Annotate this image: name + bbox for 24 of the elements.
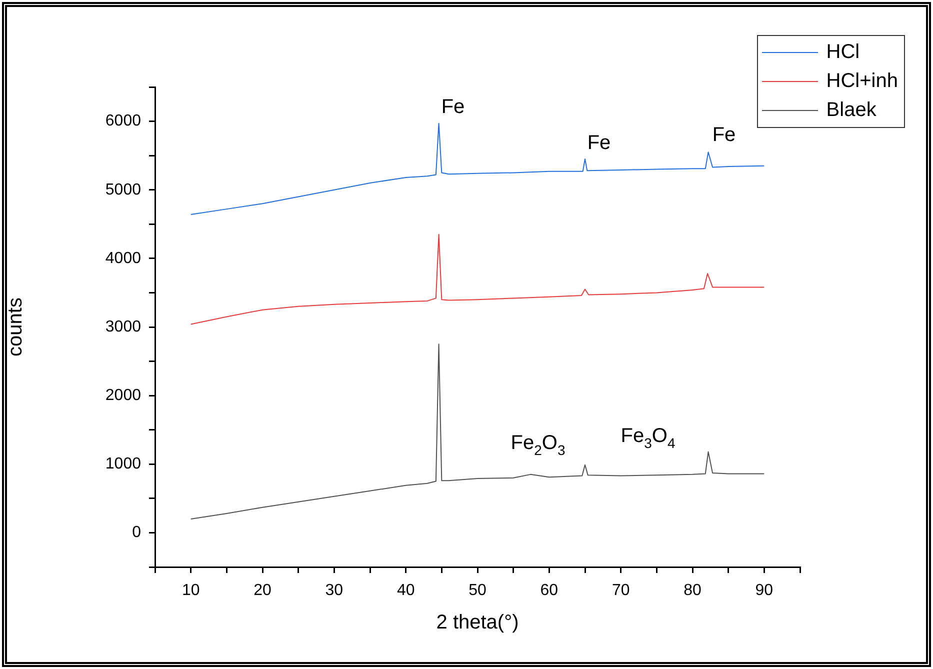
- legend-label: HCl+inh: [826, 69, 898, 94]
- x-tick-label: 90: [755, 582, 774, 600]
- y-tick-label: 3000: [105, 318, 142, 336]
- annotation: Fe: [587, 132, 611, 154]
- y-tick-label: 0: [132, 524, 142, 542]
- annotation: Fe: [441, 96, 465, 118]
- y-tick-label: 2000: [105, 386, 142, 404]
- x-tick-label: 30: [325, 582, 344, 600]
- annotation: Fe: [712, 124, 736, 146]
- legend-label: HCl: [826, 40, 860, 65]
- x-tick-label: 40: [396, 582, 415, 600]
- y-tick-label: 5000: [105, 181, 142, 198]
- y-tick-label: 4000: [105, 250, 142, 267]
- x-tick-label: 50: [468, 582, 486, 600]
- x-tick-label: 80: [684, 582, 702, 600]
- x-tick-label: 10: [182, 582, 200, 600]
- legend-label: Blaek: [826, 98, 876, 123]
- y-axis-title: counts: [4, 298, 27, 356]
- x-tick-label: 60: [540, 582, 558, 600]
- x-axis-title: 2 theta(°): [436, 612, 519, 634]
- x-tick-label: 70: [612, 582, 630, 600]
- y-tick-label: 1000: [105, 456, 142, 473]
- y-tick-label: 6000: [105, 112, 142, 130]
- x-tick-label: 20: [254, 582, 272, 600]
